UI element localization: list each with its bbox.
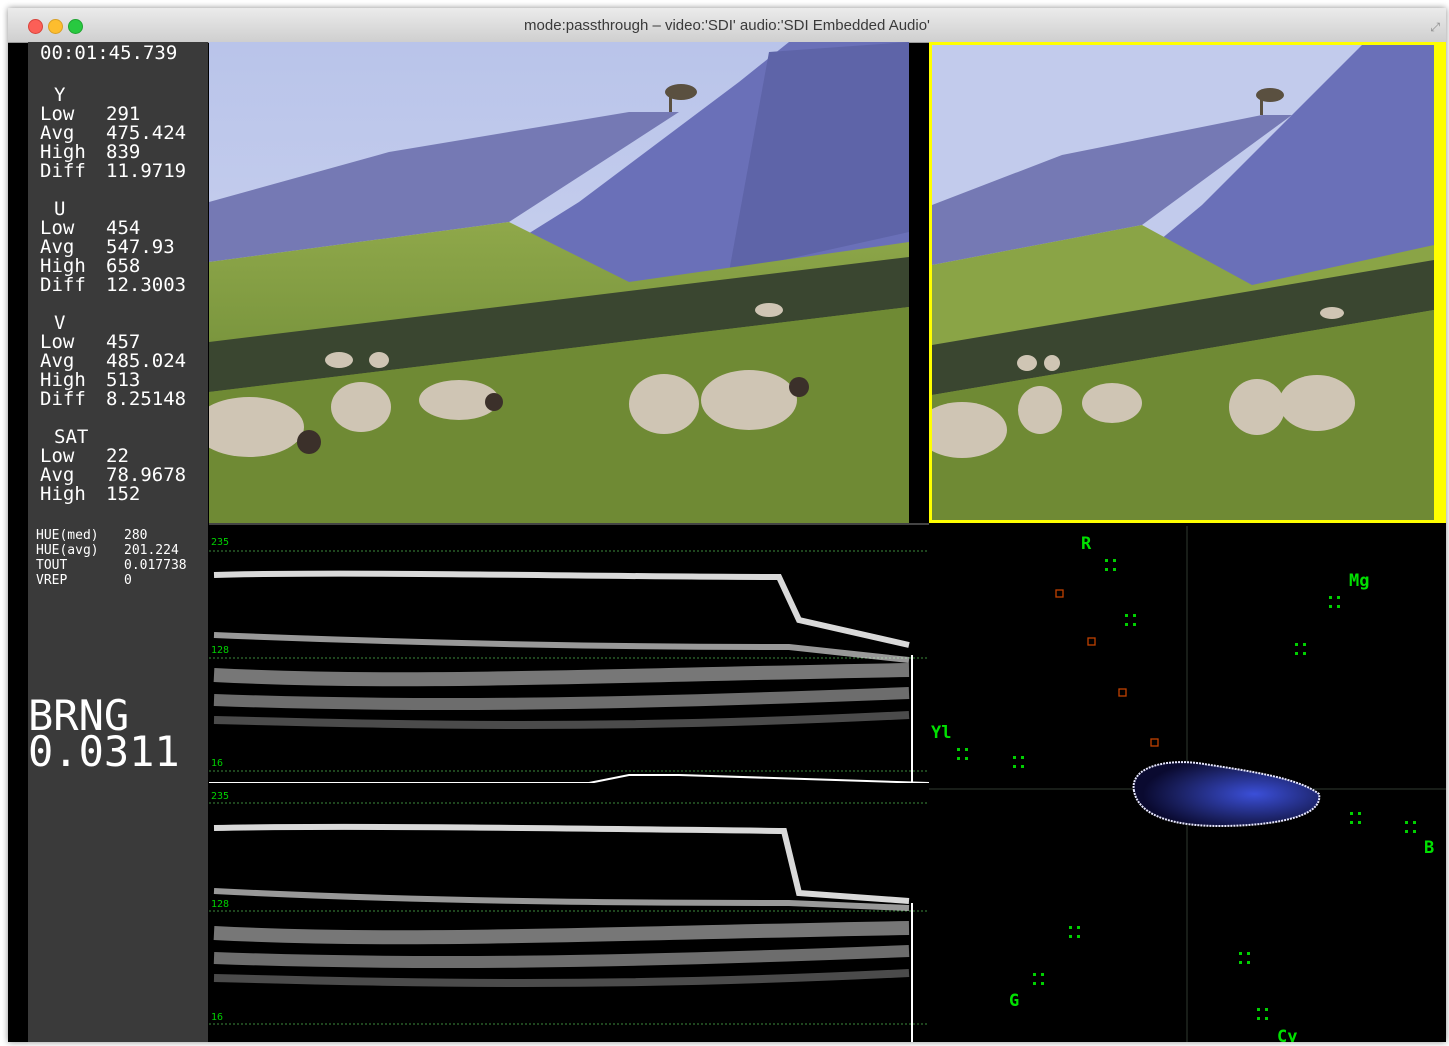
v-header: V bbox=[54, 312, 66, 334]
stat-row: Low 22 bbox=[40, 445, 129, 467]
waveform-top: 235 128 16 bbox=[209, 523, 930, 785]
tout-row: TOUT 0.017738 bbox=[36, 558, 187, 573]
fullscreen-icon[interactable]: ⤢ bbox=[1430, 20, 1440, 34]
waveform-bottom: 235 128 16 bbox=[209, 783, 929, 1042]
u-header: U bbox=[54, 198, 66, 220]
minimize-button[interactable] bbox=[48, 19, 63, 34]
brng-value: 0.0311 bbox=[28, 727, 180, 776]
vector-label-mg: Mg bbox=[1349, 571, 1369, 591]
stat-row: High 152 bbox=[40, 483, 141, 505]
wf-marker-128: 128 bbox=[211, 645, 229, 656]
vector-label-b: B bbox=[1424, 838, 1434, 858]
sat-header: SAT bbox=[54, 426, 89, 448]
wf-marker-235: 235 bbox=[211, 791, 229, 802]
stat-row: High 839 bbox=[40, 141, 141, 163]
video-frame-highlighted bbox=[929, 42, 1446, 523]
wf-marker-16: 16 bbox=[211, 758, 223, 769]
y-header: Y bbox=[54, 84, 66, 106]
brng-label: BRNG bbox=[28, 691, 130, 740]
stat-row: Avg 78.9678 bbox=[40, 464, 187, 486]
vector-label-r: R bbox=[1081, 534, 1092, 554]
vector-label-g: G bbox=[1009, 991, 1019, 1011]
app-window: mode:passthrough – video:'SDI' audio:'SD… bbox=[8, 8, 1446, 1042]
close-button[interactable] bbox=[28, 19, 43, 34]
wf-marker-235: 235 bbox=[211, 537, 229, 548]
vector-label-cy: Cy bbox=[1277, 1027, 1297, 1042]
vrep-row: VREP 0 bbox=[36, 573, 132, 588]
video-frame-original bbox=[209, 42, 909, 523]
stat-row: Avg 475.424 bbox=[40, 122, 187, 144]
wf-marker-128: 128 bbox=[211, 899, 229, 910]
stat-row: Low 457 bbox=[40, 331, 141, 353]
zoom-button[interactable] bbox=[68, 19, 83, 34]
title-bar: mode:passthrough – video:'SDI' audio:'SD… bbox=[8, 8, 1446, 43]
stat-row: Avg 485.024 bbox=[40, 350, 187, 372]
stats-panel: 00:01:45.739 Y Low 291 Avg 475.424 High 839… bbox=[28, 42, 208, 1042]
timecode: 00:01:45.739 bbox=[40, 42, 178, 64]
window-title: mode:passthrough – video:'SDI' audio:'SD… bbox=[524, 17, 930, 34]
stat-row: Avg 547.93 bbox=[40, 236, 175, 258]
stat-row: Diff 8.25148 bbox=[40, 388, 187, 410]
stat-row: Diff 11.9719 bbox=[40, 160, 187, 182]
wf-marker-16: 16 bbox=[211, 1012, 223, 1023]
stat-row: Low 291 bbox=[40, 103, 141, 125]
vector-label-yl: Yl bbox=[931, 723, 951, 743]
hue-med-row: HUE(med) 280 bbox=[36, 528, 148, 543]
stat-row: Diff 12.3003 bbox=[40, 274, 187, 296]
stat-row: High 513 bbox=[40, 369, 141, 391]
stat-row: High 658 bbox=[40, 255, 141, 277]
vectorscope: R Mg Yl B G Cy bbox=[929, 526, 1446, 1042]
stat-row: Low 454 bbox=[40, 217, 141, 239]
hue-avg-row: HUE(avg) 201.224 bbox=[36, 543, 179, 558]
